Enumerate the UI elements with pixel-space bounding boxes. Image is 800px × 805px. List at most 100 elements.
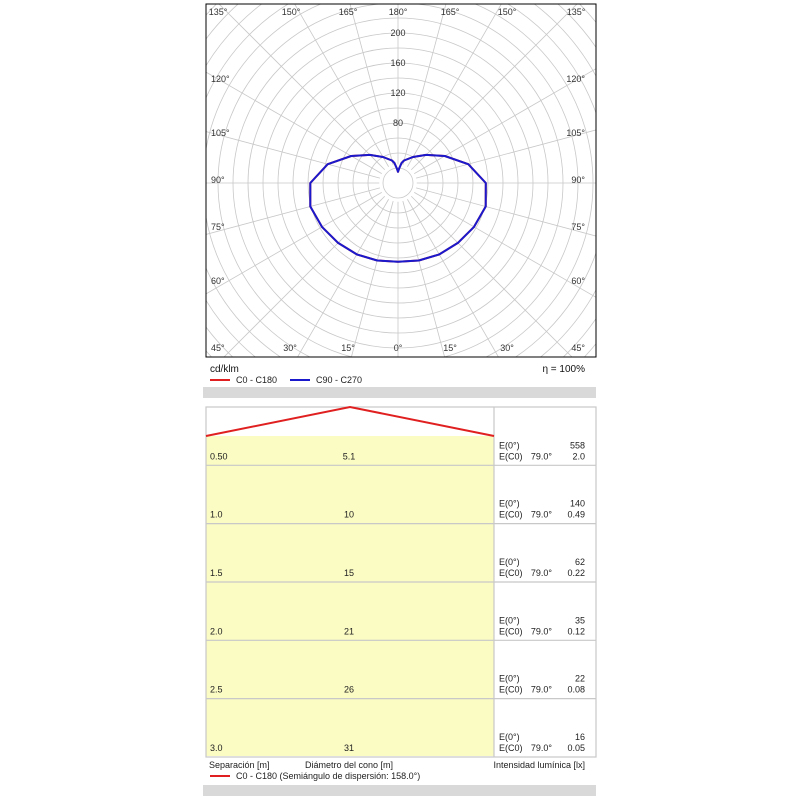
angle-label-right-1: 105° (566, 128, 585, 138)
polar-grid-spoke (407, 4, 502, 167)
cone-row-separation: 2.0 (210, 626, 223, 636)
polar-efficiency-label: η = 100% (542, 364, 585, 375)
polar-grid-spoke (414, 192, 596, 298)
polar-grid-spoke (402, 4, 447, 165)
cone-row-diameter: 21 (344, 626, 354, 636)
cone-row-ec0-label: E(C0) (499, 626, 523, 636)
polar-grid-spoke (206, 131, 380, 179)
angle-label-top-1: 150° (282, 7, 301, 17)
cone-row-e-value: 35 (575, 615, 585, 625)
angle-label-top-3: 180° (389, 7, 408, 17)
cone-row-diameter: 10 (344, 510, 354, 520)
cone-row-ec0-value: 0.12 (567, 626, 585, 636)
polar-grid-spoke (206, 192, 382, 295)
angle-label-bottom-0: 30° (283, 343, 297, 353)
angle-label-right-5: 45° (571, 343, 585, 353)
cone-row-separation: 2.5 (210, 685, 223, 695)
polar-grid-spoke (294, 4, 389, 167)
polar-grid-spoke (402, 201, 446, 357)
cone-table-frame (205, 406, 597, 758)
cone-row-e-value: 16 (575, 732, 585, 742)
legend-c0-c180-label: C0 - C180 (236, 375, 277, 385)
cone-row-diameter: 26 (344, 685, 354, 695)
polar-grid-spoke (218, 4, 386, 171)
cone-row-ec0-value: 2.0 (572, 451, 585, 461)
cone-outline (205, 405, 495, 437)
cone-row-ec0-value: 0.49 (567, 510, 585, 520)
cone-row-separation: 1.0 (210, 510, 223, 520)
radial-tick-label: 200 (390, 28, 405, 38)
polar-grid-spoke (416, 129, 596, 179)
polar-grid-spoke (297, 199, 389, 357)
angle-label-bottom-3: 15° (443, 343, 457, 353)
cone-row-ec0-value: 0.22 (567, 568, 585, 578)
cone-row-e-value: 558 (570, 440, 585, 450)
cone-legend-label: C0 - C180 (Semiángulo de dispersión: 158… (236, 771, 420, 781)
angle-label-top-4: 165° (441, 7, 460, 17)
cone-row-ec0-angle: 79.0° (531, 451, 553, 461)
radial-tick-label: 80 (393, 118, 403, 128)
angle-label-left-4: 60° (211, 276, 225, 286)
angle-label-bottom-2: 0° (394, 343, 403, 353)
polar-radial-tick-labels: 80 120 160 200 (390, 28, 405, 128)
polar-chart-frame (205, 3, 597, 358)
polar-curves (309, 153, 487, 263)
cone-row-ec0-label: E(C0) (499, 568, 523, 578)
polar-grid-spoke (410, 195, 573, 357)
cone-row-ec0-value: 0.08 (567, 685, 585, 695)
radial-tick-label: 120 (390, 88, 405, 98)
cone-row-diameter: 15 (344, 568, 354, 578)
angle-label-left-3: 75° (211, 222, 225, 232)
polar-grid-spoke (410, 4, 578, 171)
angle-label-right-2: 90° (571, 175, 585, 185)
cone-row-e-label: E(0°) (499, 440, 520, 450)
cone-rows: 0.50 5.1 E(0°) 558 E(C0) 79.0° 2.0 1.0 10 E(0°) 14… (206, 440, 596, 753)
angle-label-right-0: 120° (566, 74, 585, 84)
cone-row-ec0-angle: 79.0° (531, 626, 553, 636)
footer-separation-label: Separación [m] (209, 760, 270, 770)
angle-label-top-0: 135° (209, 7, 228, 17)
angle-label-bottom-4: 30° (500, 343, 514, 353)
polar-separator-bar (203, 387, 596, 398)
polar-grid-spoke (206, 71, 382, 174)
cone-row-e-value: 62 (575, 557, 585, 567)
angle-label-left-1: 105° (211, 128, 230, 138)
cone-row-separation: 1.5 (210, 568, 223, 578)
angle-label-left-2: 90° (211, 175, 225, 185)
angle-label-top-6: 135° (567, 7, 586, 17)
radial-tick-label: 160 (390, 58, 405, 68)
polar-grid-spoke (349, 4, 394, 165)
cone-row-ec0-label: E(C0) (499, 510, 523, 520)
cone-fill-area (206, 436, 494, 756)
cone-diagram: 0.50 5.1 E(0°) 558 E(C0) 79.0° 2.0 1.0 10 E(0°) 14… (203, 405, 597, 796)
cone-row-e-label: E(0°) (499, 499, 520, 509)
legend-c90-c270-label: C90 - C270 (316, 375, 362, 385)
cone-row-ec0-label: E(C0) (499, 451, 523, 461)
polar-grid-spoke (350, 201, 394, 357)
polar-grid-circle (382, 167, 414, 199)
cone-row-ec0-angle: 79.0° (531, 568, 553, 578)
cone-row-ec0-label: E(C0) (499, 685, 523, 695)
curve-c90-c270 (309, 153, 487, 263)
cone-row-diameter: 5.1 (343, 451, 356, 461)
angle-label-left-5: 45° (211, 343, 225, 353)
polar-unit-label: cd/klm (210, 364, 239, 375)
cone-row-separation: 0.50 (210, 451, 228, 461)
cone-row-ec0-angle: 79.0° (531, 685, 553, 695)
cone-row-e-value: 140 (570, 499, 585, 509)
cone-separator-bar (203, 785, 596, 796)
polar-grid-spoke (407, 199, 499, 357)
angle-label-right-3: 75° (571, 222, 585, 232)
cone-row-e-label: E(0°) (499, 615, 520, 625)
angle-label-right-4: 60° (571, 276, 585, 286)
footer-intensity-label: Intensidad lumínica [lx] (493, 760, 585, 770)
polar-grid-spoke (223, 195, 386, 357)
angle-label-top-2: 165° (339, 7, 358, 17)
cone-row-diameter: 31 (344, 743, 354, 753)
cone-row-ec0-label: E(C0) (499, 743, 523, 753)
cone-row-separation: 3.0 (210, 743, 223, 753)
angle-label-top-5: 150° (498, 7, 517, 17)
cone-row-e-label: E(0°) (499, 674, 520, 684)
cone-row-ec0-value: 0.05 (567, 743, 585, 753)
cone-row-e-label: E(0°) (499, 557, 520, 567)
